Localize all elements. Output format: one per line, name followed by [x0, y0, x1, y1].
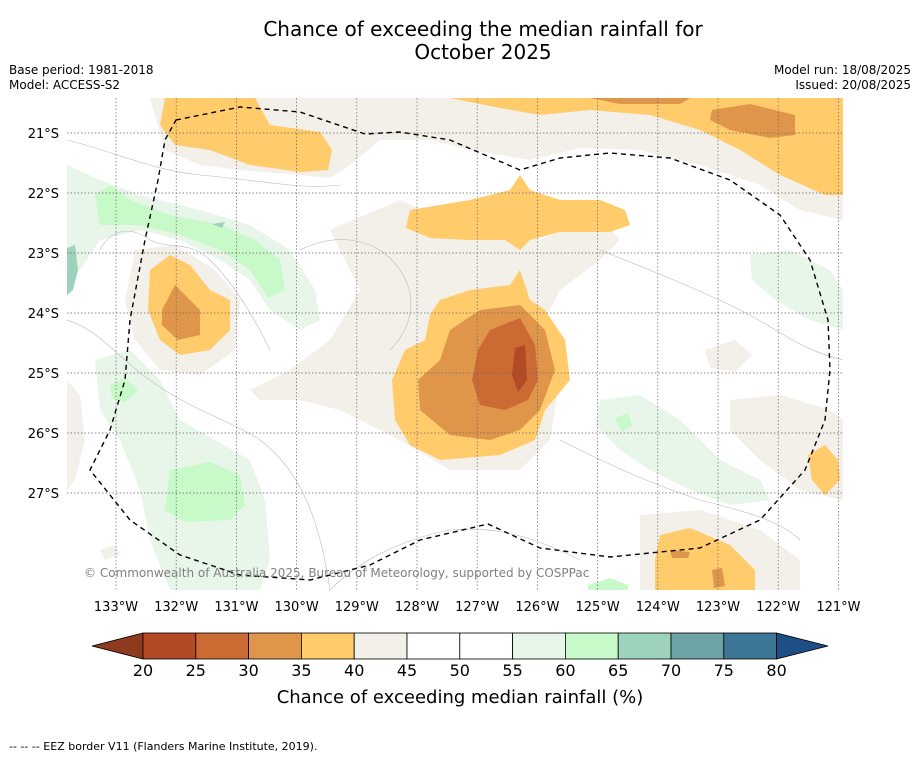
- colorbar-tick-label: 45: [397, 661, 417, 680]
- green-strong-lower: [165, 462, 245, 522]
- issued-date: Issued: 20/08/2025: [795, 78, 911, 92]
- colorbar-segment: [459, 632, 513, 660]
- lon-label: 121°W: [816, 600, 860, 615]
- model-name: Model: ACCESS-S2: [9, 78, 121, 92]
- colorbar-segment: [248, 632, 302, 660]
- colorbar-segment: [723, 632, 777, 660]
- lon-label: 133°W: [94, 600, 138, 615]
- meta-right: Model run: 18/08/2025 Issued: 20/08/2025: [774, 63, 911, 93]
- lat-label: 27°S: [28, 487, 59, 502]
- yellow-top-left: [160, 98, 332, 172]
- lat-label: 22°S: [28, 187, 59, 202]
- beige-small-right: [705, 340, 752, 372]
- lat-label: 26°S: [28, 427, 59, 442]
- colorbar-tick-label: 40: [344, 661, 364, 680]
- green-right-middle: [595, 395, 770, 505]
- lat-label: 23°S: [28, 247, 59, 262]
- latitude-labels: 21°S 22°S 23°S 24°S 25°S 26°S 27°S: [28, 127, 59, 502]
- yellow-bottom-right: [655, 528, 755, 590]
- orange-left: [162, 285, 200, 340]
- contour-60-65: [95, 185, 632, 590]
- title-line-2: October 2025: [414, 40, 552, 64]
- colorbar-tick-label: 20: [133, 661, 153, 680]
- colorbar-segment: [300, 632, 355, 660]
- beige-top-band: [150, 98, 843, 220]
- colorbar-segment: [142, 632, 197, 660]
- orange-bottom-small: [670, 550, 690, 558]
- yellow-center-bar: [406, 175, 630, 250]
- lon-label: 130°W: [275, 600, 319, 615]
- eez-legend-note: -- -- -- EEZ border V11 (Flanders Marine…: [9, 740, 318, 753]
- grid-lines: [67, 98, 843, 590]
- colorbar-title: Chance of exceeding median rainfall (%): [277, 687, 644, 708]
- longitude-labels: 133°W 132°W 131°W 130°W 129°W 128°W 127°W 126°W…: [94, 600, 861, 615]
- green-strong-left: [95, 185, 285, 298]
- orange-top-strip: [590, 98, 690, 104]
- green-strong-right: [615, 413, 632, 432]
- colorbar-tick-label: 60: [555, 661, 575, 680]
- colorbar-segment: [670, 632, 725, 660]
- beige-small-bottom: [100, 545, 120, 560]
- lat-label: 25°S: [28, 367, 59, 382]
- contour-65-70-left: [67, 245, 78, 295]
- beige-left-edge: [67, 380, 85, 490]
- lon-label: 127°W: [455, 600, 499, 615]
- colorbar: 20 25 30 35 40 45 50 55 60 65 70 75 80: [91, 632, 829, 680]
- colorbar-tick-label: 50: [450, 661, 470, 680]
- model-run: Model run: 18/08/2025: [773, 63, 911, 77]
- lon-label: 128°W: [395, 600, 439, 615]
- lon-label: 124°W: [636, 600, 680, 615]
- meta-left: Base period: 1981-2018 Model: ACCESS-S2: [9, 63, 154, 93]
- map-area: © Commonwealth of Australia 2025, Bureau…: [67, 98, 843, 590]
- lon-label: 126°W: [515, 600, 559, 615]
- green-strong-bottom: [588, 578, 628, 590]
- lon-label: 123°W: [696, 600, 740, 615]
- lat-label: 21°S: [28, 127, 59, 142]
- colorbar-tick-label: 70: [661, 661, 681, 680]
- lat-label: 24°S: [28, 307, 59, 322]
- colorbar-segment: [406, 632, 461, 660]
- base-period: Base period: 1981-2018: [9, 63, 154, 77]
- green-strong-small: [110, 378, 138, 402]
- colorbar-tick-label: 25: [186, 661, 206, 680]
- colorbar-segment: [565, 632, 619, 660]
- eez-border: [89, 106, 831, 581]
- lon-label: 131°W: [214, 600, 258, 615]
- lon-label: 129°W: [335, 600, 379, 615]
- dark-orange-core: [512, 345, 527, 392]
- colorbar-tick-label: 75: [714, 661, 734, 680]
- colorbar-segment: [512, 632, 566, 660]
- yellow-right-small: [808, 445, 840, 495]
- lon-label: 125°W: [576, 600, 620, 615]
- contour-65-70-small: [212, 222, 225, 228]
- title-line-1: Chance of exceeding the median rainfall …: [263, 17, 703, 41]
- thin-contour-lines: [67, 139, 843, 590]
- colorbar-extend-high: [776, 632, 829, 660]
- colorbar-segment: [353, 632, 408, 660]
- copyright-notice: © Commonwealth of Australia 2025, Bureau…: [84, 566, 589, 580]
- contour-25-30: [472, 318, 538, 410]
- green-right-edge: [750, 250, 843, 330]
- lon-label: 132°W: [154, 600, 198, 615]
- colorbar-extend-low: [91, 632, 144, 660]
- colorbar-tick-label: 55: [502, 661, 522, 680]
- colorbar-tick-label: 65: [608, 661, 628, 680]
- map-title: Chance of exceeding the median rainfall …: [0, 18, 919, 64]
- orange-bottom-right: [712, 568, 725, 588]
- colorbar-segment: [617, 632, 672, 660]
- orange-top-right: [710, 104, 795, 138]
- colorbar-tick-label: 35: [291, 661, 311, 680]
- colorbar-tick-label: 80: [766, 661, 786, 680]
- colorbar-tick-label: 30: [238, 661, 258, 680]
- lon-label: 122°W: [756, 600, 800, 615]
- colorbar-segment: [195, 632, 250, 660]
